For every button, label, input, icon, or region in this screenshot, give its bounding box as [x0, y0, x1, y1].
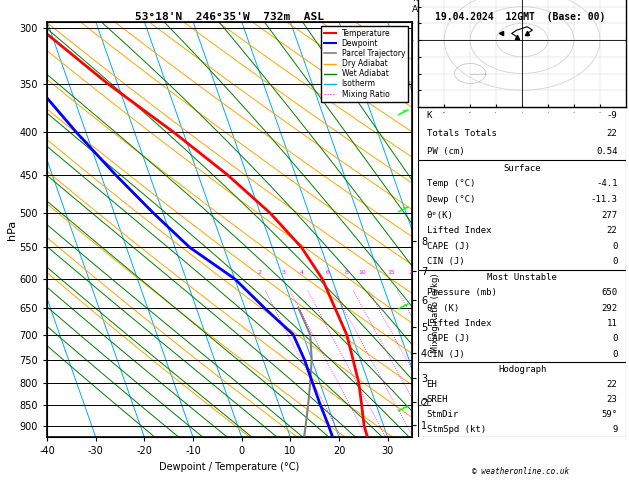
X-axis label: Dewpoint / Temperature (°C): Dewpoint / Temperature (°C)	[160, 462, 299, 472]
Text: km
ASL: km ASL	[412, 0, 429, 14]
Text: Lifted Index: Lifted Index	[426, 319, 491, 328]
Text: Totals Totals: Totals Totals	[426, 129, 496, 138]
Text: SREH: SREH	[426, 395, 448, 404]
Legend: Temperature, Dewpoint, Parcel Trajectory, Dry Adiabat, Wet Adiabat, Isotherm, Mi: Temperature, Dewpoint, Parcel Trajectory…	[321, 26, 408, 102]
Text: 9: 9	[612, 425, 618, 434]
Text: 59°: 59°	[601, 410, 618, 419]
Text: 22: 22	[607, 129, 618, 138]
Text: 0: 0	[612, 258, 618, 266]
Text: θᵉ(K): θᵉ(K)	[426, 210, 454, 220]
Text: StmSpd (kt): StmSpd (kt)	[426, 425, 486, 434]
Text: 0.54: 0.54	[596, 147, 618, 156]
Text: _: _	[402, 103, 406, 111]
Text: Hodograph: Hodograph	[498, 365, 546, 374]
Text: 22: 22	[607, 380, 618, 389]
Text: 10: 10	[359, 271, 366, 276]
Text: _: _	[402, 399, 406, 408]
Text: 650: 650	[601, 288, 618, 297]
Text: Most Unstable: Most Unstable	[487, 273, 557, 282]
Text: 3: 3	[282, 271, 286, 276]
Text: Temp (°C): Temp (°C)	[426, 179, 475, 188]
Text: 8: 8	[345, 271, 349, 276]
Text: 0: 0	[612, 334, 618, 344]
Text: 53°18'N  246°35'W  732m  ASL: 53°18'N 246°35'W 732m ASL	[135, 12, 324, 22]
Text: 4: 4	[299, 271, 304, 276]
Text: _: _	[402, 200, 406, 208]
Text: CAPE (J): CAPE (J)	[426, 242, 470, 251]
Text: /: /	[396, 105, 409, 119]
Text: PW (cm): PW (cm)	[426, 147, 464, 156]
Text: 277: 277	[601, 210, 618, 220]
Text: StmDir: StmDir	[426, 410, 459, 419]
Text: K: K	[426, 111, 432, 121]
Text: 19.04.2024  12GMT  (Base: 00): 19.04.2024 12GMT (Base: 00)	[435, 12, 606, 22]
Text: -11.3: -11.3	[591, 195, 618, 204]
Text: CIN (J): CIN (J)	[426, 258, 464, 266]
Text: CAPE (J): CAPE (J)	[426, 334, 470, 344]
Text: Dewp (°C): Dewp (°C)	[426, 195, 475, 204]
Text: /: /	[396, 202, 409, 216]
Text: 2: 2	[257, 271, 261, 276]
Text: 11: 11	[607, 319, 618, 328]
Text: 20: 20	[408, 271, 416, 276]
Text: 22: 22	[607, 226, 618, 235]
Text: -4.1: -4.1	[596, 179, 618, 188]
Text: 292: 292	[601, 304, 618, 312]
Text: 15: 15	[387, 271, 395, 276]
Text: _: _	[402, 297, 406, 306]
Text: -9: -9	[607, 111, 618, 121]
Text: LCL: LCL	[416, 399, 431, 409]
Text: 23: 23	[607, 395, 618, 404]
Text: EH: EH	[426, 380, 437, 389]
Text: /: /	[396, 401, 409, 415]
Text: 0: 0	[612, 350, 618, 359]
Text: /: /	[396, 299, 409, 313]
Text: Pressure (mb): Pressure (mb)	[426, 288, 496, 297]
Text: θᵉ (K): θᵉ (K)	[426, 304, 459, 312]
Y-axis label: hPa: hPa	[7, 220, 17, 240]
Text: Surface: Surface	[503, 164, 541, 173]
Text: 6: 6	[326, 271, 330, 276]
Text: Mixing Ratio (g/kg): Mixing Ratio (g/kg)	[431, 273, 440, 352]
Text: © weatheronline.co.uk: © weatheronline.co.uk	[472, 467, 569, 476]
Text: Lifted Index: Lifted Index	[426, 226, 491, 235]
Text: 0: 0	[612, 242, 618, 251]
Text: CIN (J): CIN (J)	[426, 350, 464, 359]
